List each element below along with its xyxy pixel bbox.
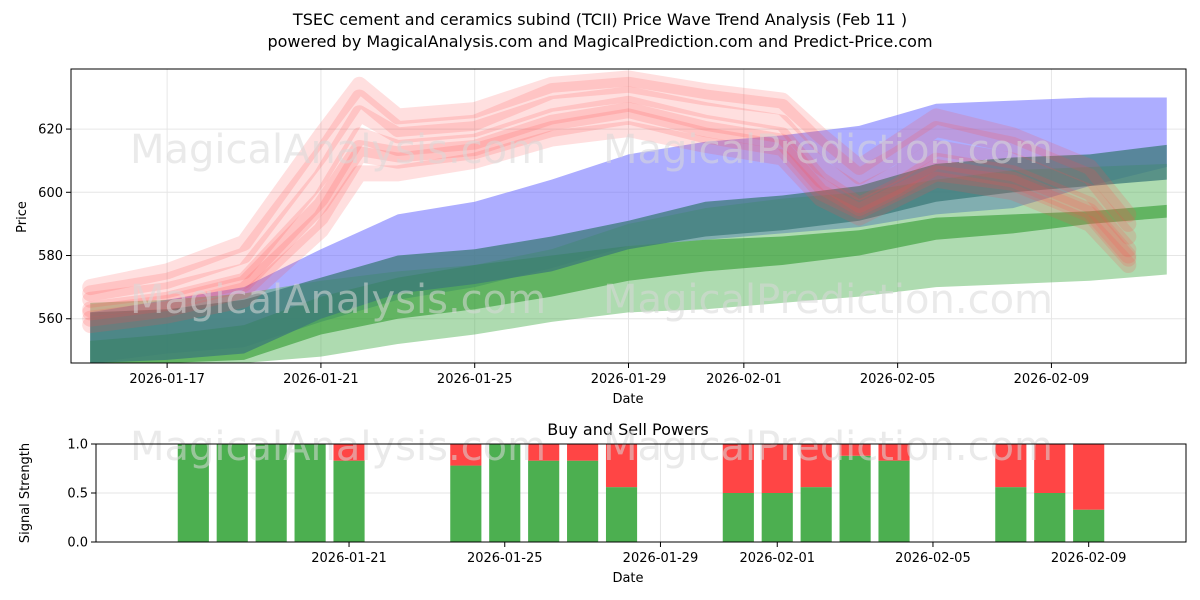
buy-bar xyxy=(177,444,209,542)
sell-bar xyxy=(878,444,910,461)
price-x-tick-label: 2026-01-25 xyxy=(437,372,513,387)
buy-bar xyxy=(567,460,599,542)
price-y-tick-label: 560 xyxy=(38,312,63,327)
price-x-tick-label: 2026-01-17 xyxy=(129,372,205,387)
sell-bar xyxy=(333,444,365,461)
sell-bar xyxy=(761,444,793,493)
price-wave-chart: MagicalAnalysis.com MagicalPrediction.co… xyxy=(15,68,1187,407)
watermark-prediction-bottom: MagicalPrediction.com xyxy=(603,424,1053,470)
signal-x-axis-label: Date xyxy=(612,571,643,586)
sell-bar xyxy=(1073,444,1105,510)
watermark-analysis-mid: MagicalAnalysis.com xyxy=(130,277,546,323)
buy-bar xyxy=(528,460,560,542)
buy-bar xyxy=(800,487,832,542)
sell-bar xyxy=(839,444,871,456)
buy-bar xyxy=(489,444,521,542)
sell-bar xyxy=(722,444,754,493)
price-y-tick-label: 620 xyxy=(38,123,63,138)
wave-line-6 xyxy=(82,70,1137,296)
signal-bars xyxy=(177,444,1105,542)
buy-bar xyxy=(1073,509,1105,542)
buy-bar xyxy=(605,487,638,542)
wave-line-4 xyxy=(82,108,1137,327)
price-bands xyxy=(90,97,1167,363)
sell-bar xyxy=(605,444,638,488)
signal-y-tick-label: 1.0 xyxy=(67,438,88,453)
buy-bar xyxy=(294,444,326,542)
price-x-axis-label: Date xyxy=(612,392,643,407)
sell-bar xyxy=(1034,444,1066,493)
signal-y-tick-label: 0.0 xyxy=(67,536,88,551)
signal-y-ticks: 0.0 0.5 1.0 xyxy=(67,438,96,551)
buy-bar xyxy=(1034,493,1066,542)
price-x-tick-label: 2026-02-05 xyxy=(860,372,936,387)
signal-x-tick-label: 2026-01-29 xyxy=(623,551,699,566)
buy-bar xyxy=(722,493,754,542)
signal-x-ticks: 2026-01-21 2026-01-25 2026-01-29 2026-02-01… xyxy=(311,542,1126,566)
signal-y-axis-label: Signal Strength xyxy=(18,443,33,543)
watermark-analysis-bottom: MagicalAnalysis.com xyxy=(130,424,546,470)
price-x-ticks: 2026-01-17 2026-01-21 2026-01-25 2026-01-29… xyxy=(129,363,1089,387)
signal-x-tick-label: 2026-02-05 xyxy=(895,551,971,566)
watermark-prediction-mid: MagicalPrediction.com xyxy=(603,277,1053,323)
price-x-tick-label: 2026-01-21 xyxy=(283,372,359,387)
sell-bar xyxy=(528,444,560,461)
sell-bar xyxy=(450,444,482,466)
buy-bar xyxy=(216,444,248,542)
buy-bar xyxy=(995,487,1027,542)
wave-line-7 xyxy=(82,102,1137,321)
price-y-axis-label: Price xyxy=(15,201,30,233)
signal-x-tick-label: 2026-02-01 xyxy=(739,551,815,566)
wave-line-1 xyxy=(82,76,1137,302)
price-y-tick-label: 600 xyxy=(38,186,63,201)
signal-x-tick-label: 2026-01-21 xyxy=(311,551,387,566)
price-x-tick-label: 2026-01-29 xyxy=(591,372,667,387)
wave-line-2 xyxy=(82,86,1137,308)
green-band xyxy=(90,204,1167,363)
watermark-analysis-top: MagicalAnalysis.com xyxy=(130,127,546,173)
watermark-prediction-top: MagicalPrediction.com xyxy=(603,127,1053,173)
wave-line-5 xyxy=(82,121,1137,334)
sell-bar xyxy=(800,444,832,488)
buy-bar xyxy=(839,455,871,542)
buy-bar xyxy=(878,460,910,542)
signal-x-tick-label: 2026-02-09 xyxy=(1051,551,1127,566)
buy-sell-title: Buy and Sell Powers xyxy=(547,420,709,439)
signal-x-tick-label: 2026-01-25 xyxy=(467,551,543,566)
buy-bar xyxy=(255,444,287,542)
sell-bar xyxy=(995,444,1027,488)
price-x-tick-label: 2026-02-09 xyxy=(1014,372,1090,387)
chart-title-line2: powered by MagicalAnalysis.com and Magic… xyxy=(267,32,932,51)
buy-sell-powers-chart: Buy and Sell Powers MagicalAnalysis.com … xyxy=(18,420,1187,586)
price-x-tick-label: 2026-02-01 xyxy=(706,372,782,387)
teal-band xyxy=(90,144,1167,363)
price-wave-lines xyxy=(82,70,1137,334)
chart-title-line1: TSEC cement and ceramics subind (TCII) P… xyxy=(292,10,907,29)
buy-bar xyxy=(333,460,365,542)
sell-bar xyxy=(567,444,599,461)
signal-y-tick-label: 0.5 xyxy=(67,487,88,502)
price-y-ticks: 560 580 600 620 xyxy=(38,123,71,327)
buy-bar xyxy=(761,493,793,542)
buy-bar xyxy=(450,465,482,542)
price-y-tick-label: 580 xyxy=(38,249,63,264)
wave-line-3 xyxy=(82,95,1137,318)
